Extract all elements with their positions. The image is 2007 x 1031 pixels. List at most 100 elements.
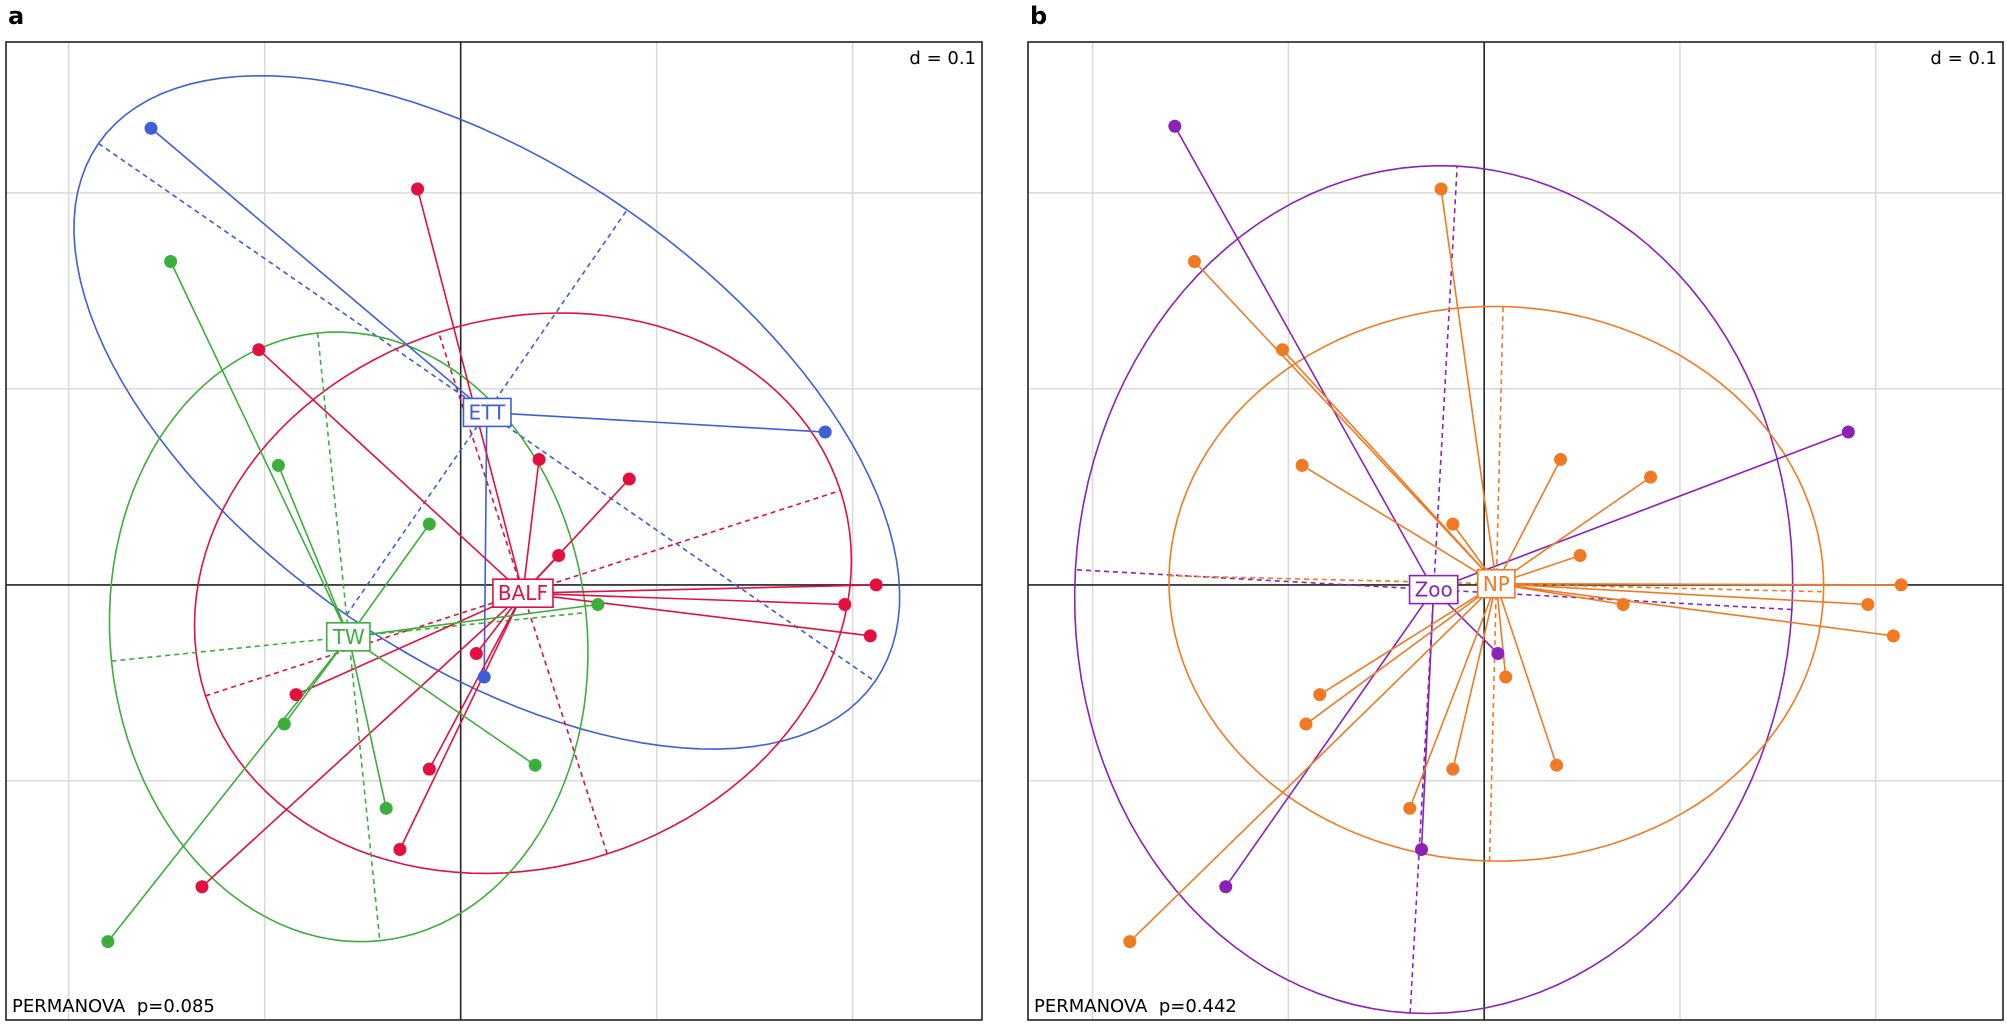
point xyxy=(1187,255,1201,269)
spider-line xyxy=(150,127,488,414)
group-label-text: BALF xyxy=(498,581,548,605)
point xyxy=(277,717,291,731)
group-label-text: NP xyxy=(1483,572,1510,596)
spider-line xyxy=(1193,260,1497,585)
plot-background xyxy=(6,42,982,1020)
group-label: BALF xyxy=(492,578,554,608)
spider-line xyxy=(277,465,350,638)
spider-line xyxy=(1129,583,1497,943)
spider-line xyxy=(522,459,540,594)
group-label: Zoo xyxy=(1408,574,1459,605)
plot-frame xyxy=(1027,41,2004,1021)
group-label-box xyxy=(325,622,371,652)
spider-line xyxy=(1409,583,1498,809)
spider-line xyxy=(1495,583,1558,766)
point xyxy=(144,121,158,135)
spider-line xyxy=(522,592,871,637)
spider-line xyxy=(1495,583,1507,678)
plot-area: ETT BALF TW xyxy=(6,42,982,1020)
point xyxy=(1299,717,1313,731)
spider-line xyxy=(1452,583,1498,770)
plot-frame xyxy=(5,41,983,1021)
point xyxy=(1434,182,1448,196)
point xyxy=(1403,801,1417,815)
point xyxy=(393,842,407,856)
point xyxy=(1446,517,1460,531)
spider-line xyxy=(1225,589,1435,888)
group-ellipse xyxy=(1168,305,1825,862)
spider-line xyxy=(169,261,350,638)
point xyxy=(1894,578,1908,592)
point xyxy=(818,425,832,439)
spider-line xyxy=(348,636,536,766)
spider-line xyxy=(1174,125,1435,590)
spider-line xyxy=(348,603,598,638)
point xyxy=(1168,119,1182,133)
spider-line xyxy=(1301,464,1497,585)
spider-line xyxy=(295,592,524,696)
point xyxy=(863,629,877,643)
point xyxy=(1554,452,1568,466)
point xyxy=(252,343,266,357)
spider-line xyxy=(416,188,524,594)
point xyxy=(1499,670,1513,684)
group-ellipse xyxy=(1073,164,1794,1015)
point xyxy=(289,688,303,702)
point xyxy=(1446,762,1460,776)
point xyxy=(532,452,546,466)
annotation: PERMANOVA p=0.085 xyxy=(12,996,215,1017)
point xyxy=(1276,343,1290,357)
ellipse-axis xyxy=(1075,568,1792,611)
spider-line xyxy=(428,592,524,770)
point xyxy=(552,548,566,562)
spider-line xyxy=(107,636,350,943)
point xyxy=(1616,597,1630,611)
spider-line xyxy=(258,349,524,594)
point xyxy=(101,935,115,949)
group-label: ETT xyxy=(462,397,512,428)
panel: Zoo NP b d = 0.1 PERMANOVA p=0.442 xyxy=(1027,2,2004,1021)
group-label: NP xyxy=(1477,568,1516,599)
group-label-text: TW xyxy=(332,625,365,649)
group-label-text: Zoo xyxy=(1415,578,1453,602)
group-label-box xyxy=(492,578,554,608)
panel: ETT BALF TW a d = 0.1 PERMANOVA p=0.085 xyxy=(5,2,983,1021)
panel-label: b xyxy=(1030,2,1047,30)
point xyxy=(869,578,883,592)
point xyxy=(838,597,852,611)
spider-line xyxy=(1440,188,1498,584)
spider-line xyxy=(1281,349,1497,585)
point xyxy=(1491,646,1505,660)
point xyxy=(1313,688,1327,702)
spider-line xyxy=(347,636,387,809)
annotation: PERMANOVA p=0.442 xyxy=(1034,996,1237,1017)
spider-line xyxy=(1496,582,1894,637)
spider-line xyxy=(1496,582,1902,586)
spider-line xyxy=(1496,582,1868,606)
spider-line xyxy=(1319,583,1497,696)
group-label-box xyxy=(1477,568,1516,599)
point xyxy=(1550,758,1564,772)
spider-line xyxy=(522,584,877,594)
spider-line xyxy=(1420,589,1435,850)
ellipse-axis xyxy=(1488,306,1504,862)
point xyxy=(379,801,393,815)
group-label-text: ETT xyxy=(468,400,506,424)
group-label-box xyxy=(462,397,512,428)
point xyxy=(622,472,636,486)
spider-line xyxy=(348,523,430,638)
spider-line xyxy=(1496,582,1624,606)
point xyxy=(477,670,491,684)
group-label-box xyxy=(1408,574,1459,605)
point xyxy=(1295,458,1309,472)
point xyxy=(271,458,285,472)
point xyxy=(422,762,436,776)
spider-line xyxy=(1495,476,1652,585)
ellipse-axis xyxy=(316,332,381,941)
point xyxy=(1886,629,1900,643)
spider-line xyxy=(399,592,524,850)
point xyxy=(1861,597,1875,611)
spider-line xyxy=(1495,459,1562,585)
